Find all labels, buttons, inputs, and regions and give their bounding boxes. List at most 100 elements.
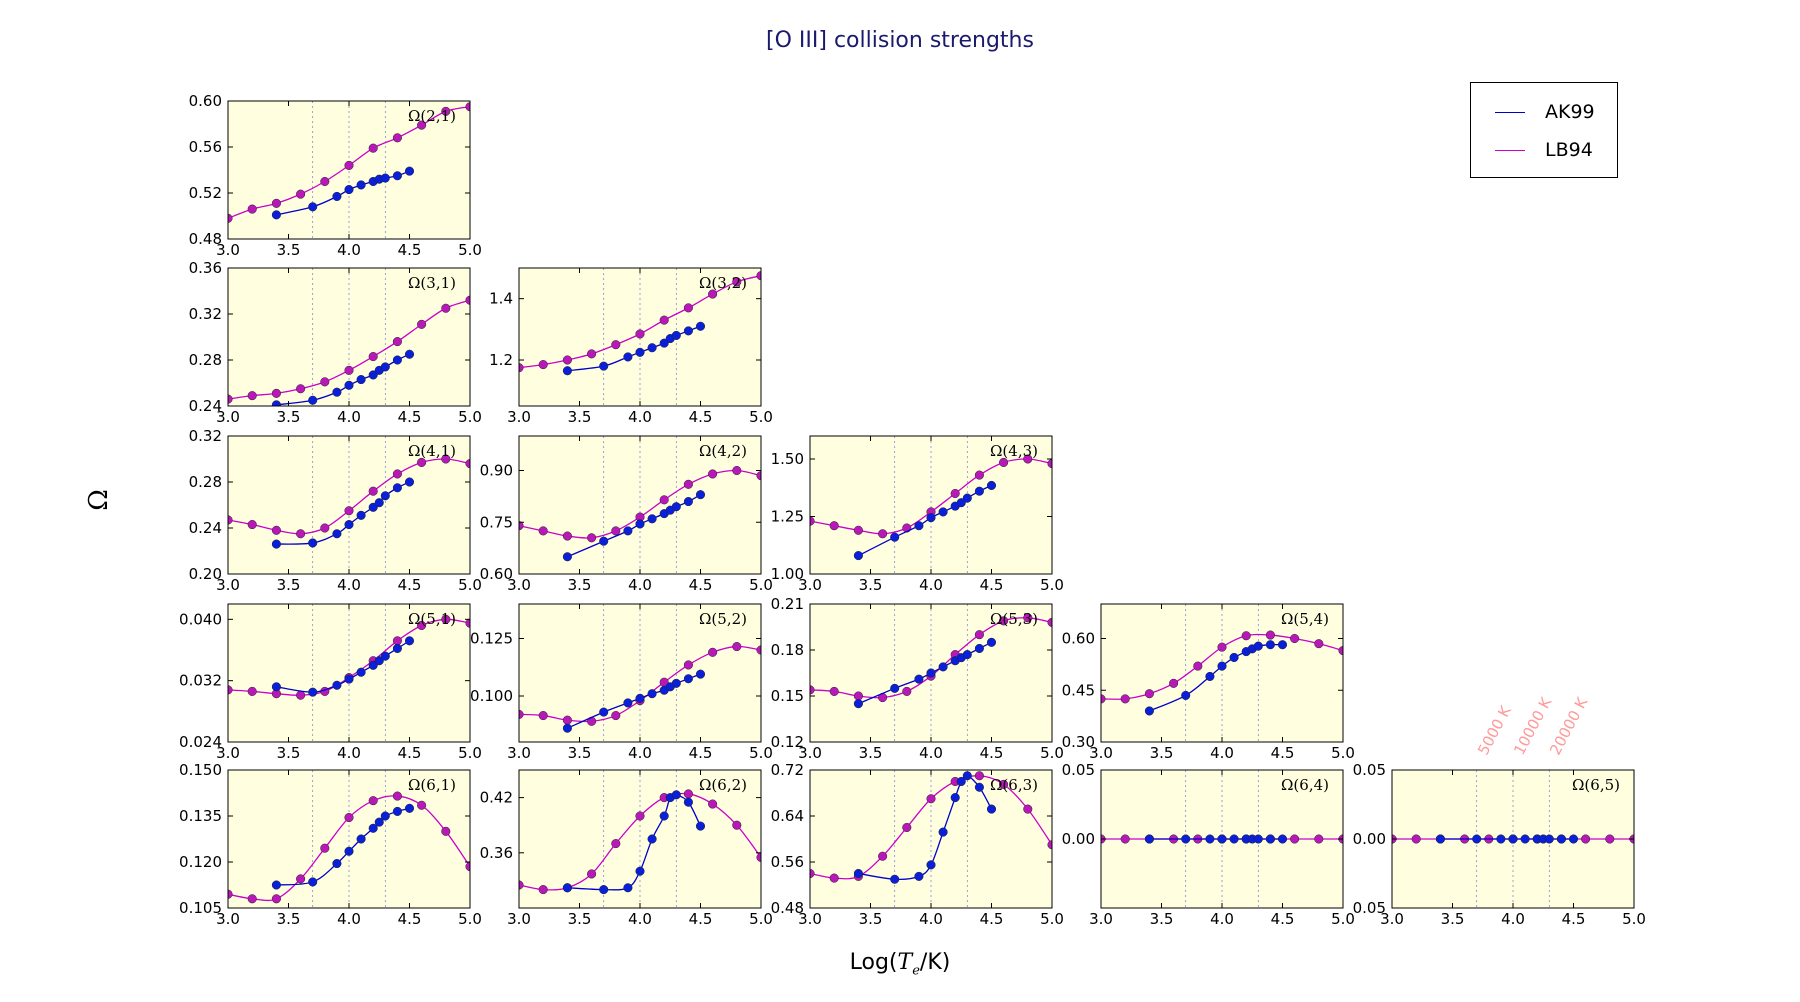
point-lb94-8: [708, 469, 718, 479]
point-lb94-8: [708, 799, 718, 809]
x-tick-label: 5.0: [458, 576, 482, 594]
point-ak99-8: [392, 355, 402, 365]
y-tick-label: 0.100: [470, 687, 513, 705]
x-tick-label: 3.5: [277, 241, 301, 259]
point-ak99-2: [623, 883, 633, 893]
point-lb94-1: [538, 711, 548, 721]
x-tick-label: 5.0: [1040, 576, 1064, 594]
y-tick-label: 1.4: [489, 290, 513, 308]
point-lb94-2: [853, 525, 863, 535]
point-lb94-8: [999, 616, 1009, 626]
point-ak99-0: [853, 699, 863, 709]
x-tick-label: 5.0: [1040, 910, 1064, 928]
x-tick-label: 3.0: [216, 408, 240, 426]
point-lb94-9: [732, 277, 742, 287]
point-lb94-8: [417, 120, 427, 130]
point-ak99-1: [1472, 834, 1482, 844]
point-lb94-8: [417, 457, 427, 468]
legend-entry-ak99: AK99: [1471, 100, 1595, 124]
y-tick-label: 1.2: [489, 351, 513, 369]
y-tick-label: 0.125: [470, 630, 513, 648]
point-lb94-4: [1193, 661, 1203, 671]
series-line-ak99: [858, 484, 992, 557]
y-tick-label: 0.05: [1062, 761, 1095, 779]
point-ak99-4: [1520, 834, 1530, 844]
series-line-ak99: [276, 640, 410, 693]
point-lb94-8: [417, 620, 427, 631]
point-lb94-10: [756, 271, 761, 281]
point-ak99-7: [1253, 641, 1263, 651]
legend-entry-lb94: LB94: [1471, 138, 1593, 162]
point-ak99-8: [392, 171, 402, 181]
x-tick-label: 4.0: [337, 910, 361, 928]
point-ak99-1: [308, 538, 318, 548]
point-ak99-9: [404, 803, 415, 813]
y-tick-label: 0.024: [179, 733, 222, 751]
panel-1-1: 3.0 3.5 4.0 4.5 5.0 1.2 1.4 Ω(3,2): [489, 267, 773, 426]
point-lb94-6: [368, 796, 378, 806]
point-ak99-4: [356, 510, 366, 520]
point-ak99-9: [404, 166, 415, 176]
point-ak99-0: [271, 539, 281, 549]
point-ak99-7: [962, 493, 972, 503]
x-tick-label: 4.0: [337, 744, 361, 762]
point-lb94-0: [1101, 694, 1106, 704]
x-tick-label: 3.0: [216, 241, 240, 259]
y-tick-label: 0.135: [179, 807, 222, 825]
point-lb94-10: [465, 459, 470, 469]
x-tick-label: 5.0: [1331, 910, 1355, 928]
panel-3-1: 3.0 3.5 4.0 4.5 5.0 0.100 0.125 Ω(5,2): [470, 603, 773, 762]
y-tick-label: 0.56: [189, 138, 222, 156]
point-lb94-4: [320, 377, 330, 387]
point-ak99-1: [599, 361, 609, 371]
point-ak99-0: [1144, 706, 1154, 716]
point-ak99-0: [271, 400, 281, 406]
x-tick-label: 3.5: [568, 910, 592, 928]
y-tick-label: 0.90: [480, 462, 513, 480]
y-tick-label: 0.21: [771, 595, 804, 613]
point-ak99-9: [695, 490, 706, 500]
series-line-ak99: [567, 793, 702, 891]
point-ak99-3: [344, 846, 354, 856]
point-lb94-1: [829, 873, 839, 883]
panel-series: [810, 613, 1052, 709]
point-ak99-1: [599, 885, 609, 895]
point-ak99-7: [671, 678, 681, 688]
point-ak99-8: [683, 497, 693, 507]
legend-label-ak99: AK99: [1545, 101, 1595, 123]
x-tick-label: 4.5: [398, 408, 422, 426]
point-ak99-2: [1205, 834, 1215, 844]
point-lb94-8: [417, 319, 427, 329]
x-tick-label: 4.5: [398, 744, 422, 762]
legend-swatch-lb94: [1495, 149, 1525, 151]
y-tick-label: 0.45: [1062, 681, 1095, 699]
point-lb94-7: [683, 660, 693, 670]
point-lb94-2: [562, 355, 572, 365]
point-ak99-0: [271, 210, 281, 220]
y-tick-label: 1.50: [771, 450, 804, 468]
y-tick-label: 0.64: [771, 807, 804, 825]
y-tick-label: 0.24: [189, 397, 222, 415]
x-axis-label-subscript: e: [912, 963, 920, 979]
point-ak99-4: [647, 689, 657, 699]
point-lb94-6: [368, 143, 378, 153]
x-tick-label: 4.5: [1562, 910, 1586, 928]
point-ak99-2: [332, 858, 342, 869]
point-ak99-4: [647, 834, 657, 844]
x-tick-label: 5.0: [1622, 910, 1646, 928]
point-ak99-8: [392, 483, 402, 493]
point-lb94-5: [635, 329, 645, 339]
figure-title: [O III] collision strengths: [766, 28, 1034, 53]
point-lb94-0: [228, 685, 233, 695]
point-ak99-3: [1217, 661, 1227, 671]
point-lb94-9: [1023, 804, 1033, 814]
x-tick-label: 4.5: [689, 576, 713, 594]
point-lb94-9: [441, 614, 451, 624]
x-axis-label-math: T: [897, 950, 913, 975]
y-tick-label: 0.15: [771, 687, 804, 705]
point-ak99-8: [974, 782, 984, 792]
series-line-ak99: [276, 481, 410, 545]
point-ak99-7: [1544, 834, 1554, 844]
point-lb94-6: [368, 486, 378, 496]
x-tick-label: 4.0: [1210, 910, 1234, 928]
